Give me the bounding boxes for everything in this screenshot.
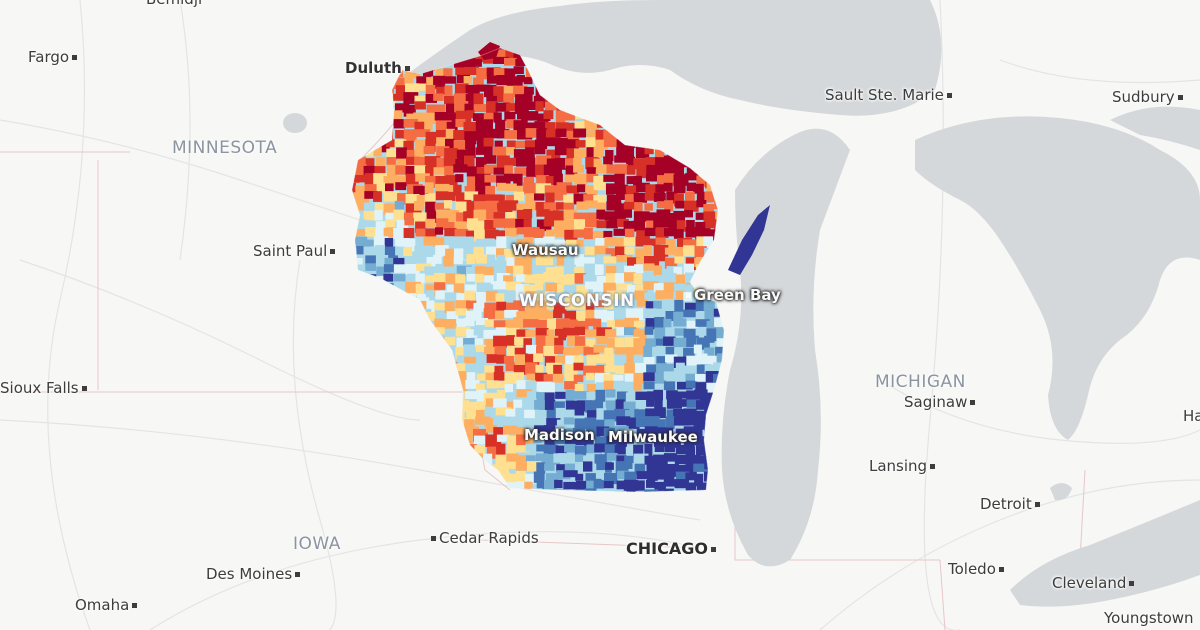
state-label-michigan: MICHIGAN — [875, 372, 966, 392]
state-label-iowa: IOWA — [293, 534, 341, 554]
city-label-sault-ste-marie: Sault Ste. Marie — [825, 88, 955, 103]
city-label-cedar-rapids: Cedar Rapids — [428, 531, 539, 546]
city-label-saginaw: Saginaw — [904, 395, 978, 410]
city-label-des-moines: Des Moines — [206, 567, 303, 582]
city-label-detroit: Detroit — [980, 497, 1043, 512]
city-label-cleveland: Cleveland — [1052, 576, 1137, 591]
lake-huron — [915, 116, 1200, 440]
city-label-wausau: Wausau — [512, 241, 579, 259]
state-label-minnesota: MINNESOTA — [172, 138, 278, 158]
city-label-omaha: Omaha — [75, 598, 140, 613]
city-label-sioux-falls: Sioux Falls — [0, 381, 90, 396]
city-label-sudbury: Sudbury — [1112, 90, 1186, 105]
city-label-madison: Madison — [524, 426, 595, 444]
lake-erie — [1010, 500, 1200, 607]
mille-lacs-lake — [283, 113, 307, 133]
georgian-bay — [1110, 106, 1200, 150]
city-label-green-bay: Green Bay — [686, 288, 781, 303]
city-label-bemidji: Bemidji — [146, 0, 202, 7]
city-label-youngstown: Youngstown — [1104, 609, 1194, 627]
city-label-milwaukee: Milwaukee — [608, 428, 698, 446]
city-label-duluth: Duluth — [345, 61, 413, 76]
city-label-ha: Ha — [1183, 407, 1200, 425]
city-label-fargo: Fargo — [28, 50, 80, 65]
city-label-lansing: Lansing — [869, 459, 938, 474]
city-label-toledo: Toledo — [948, 562, 1007, 577]
city-label-chicago: CHICAGO — [626, 541, 719, 557]
state-label-wisconsin: WISCONSIN — [519, 291, 635, 311]
lake-superior — [402, 0, 942, 116]
lake-st-clair — [1050, 483, 1072, 501]
city-label-saint-paul: Saint Paul — [253, 244, 338, 259]
